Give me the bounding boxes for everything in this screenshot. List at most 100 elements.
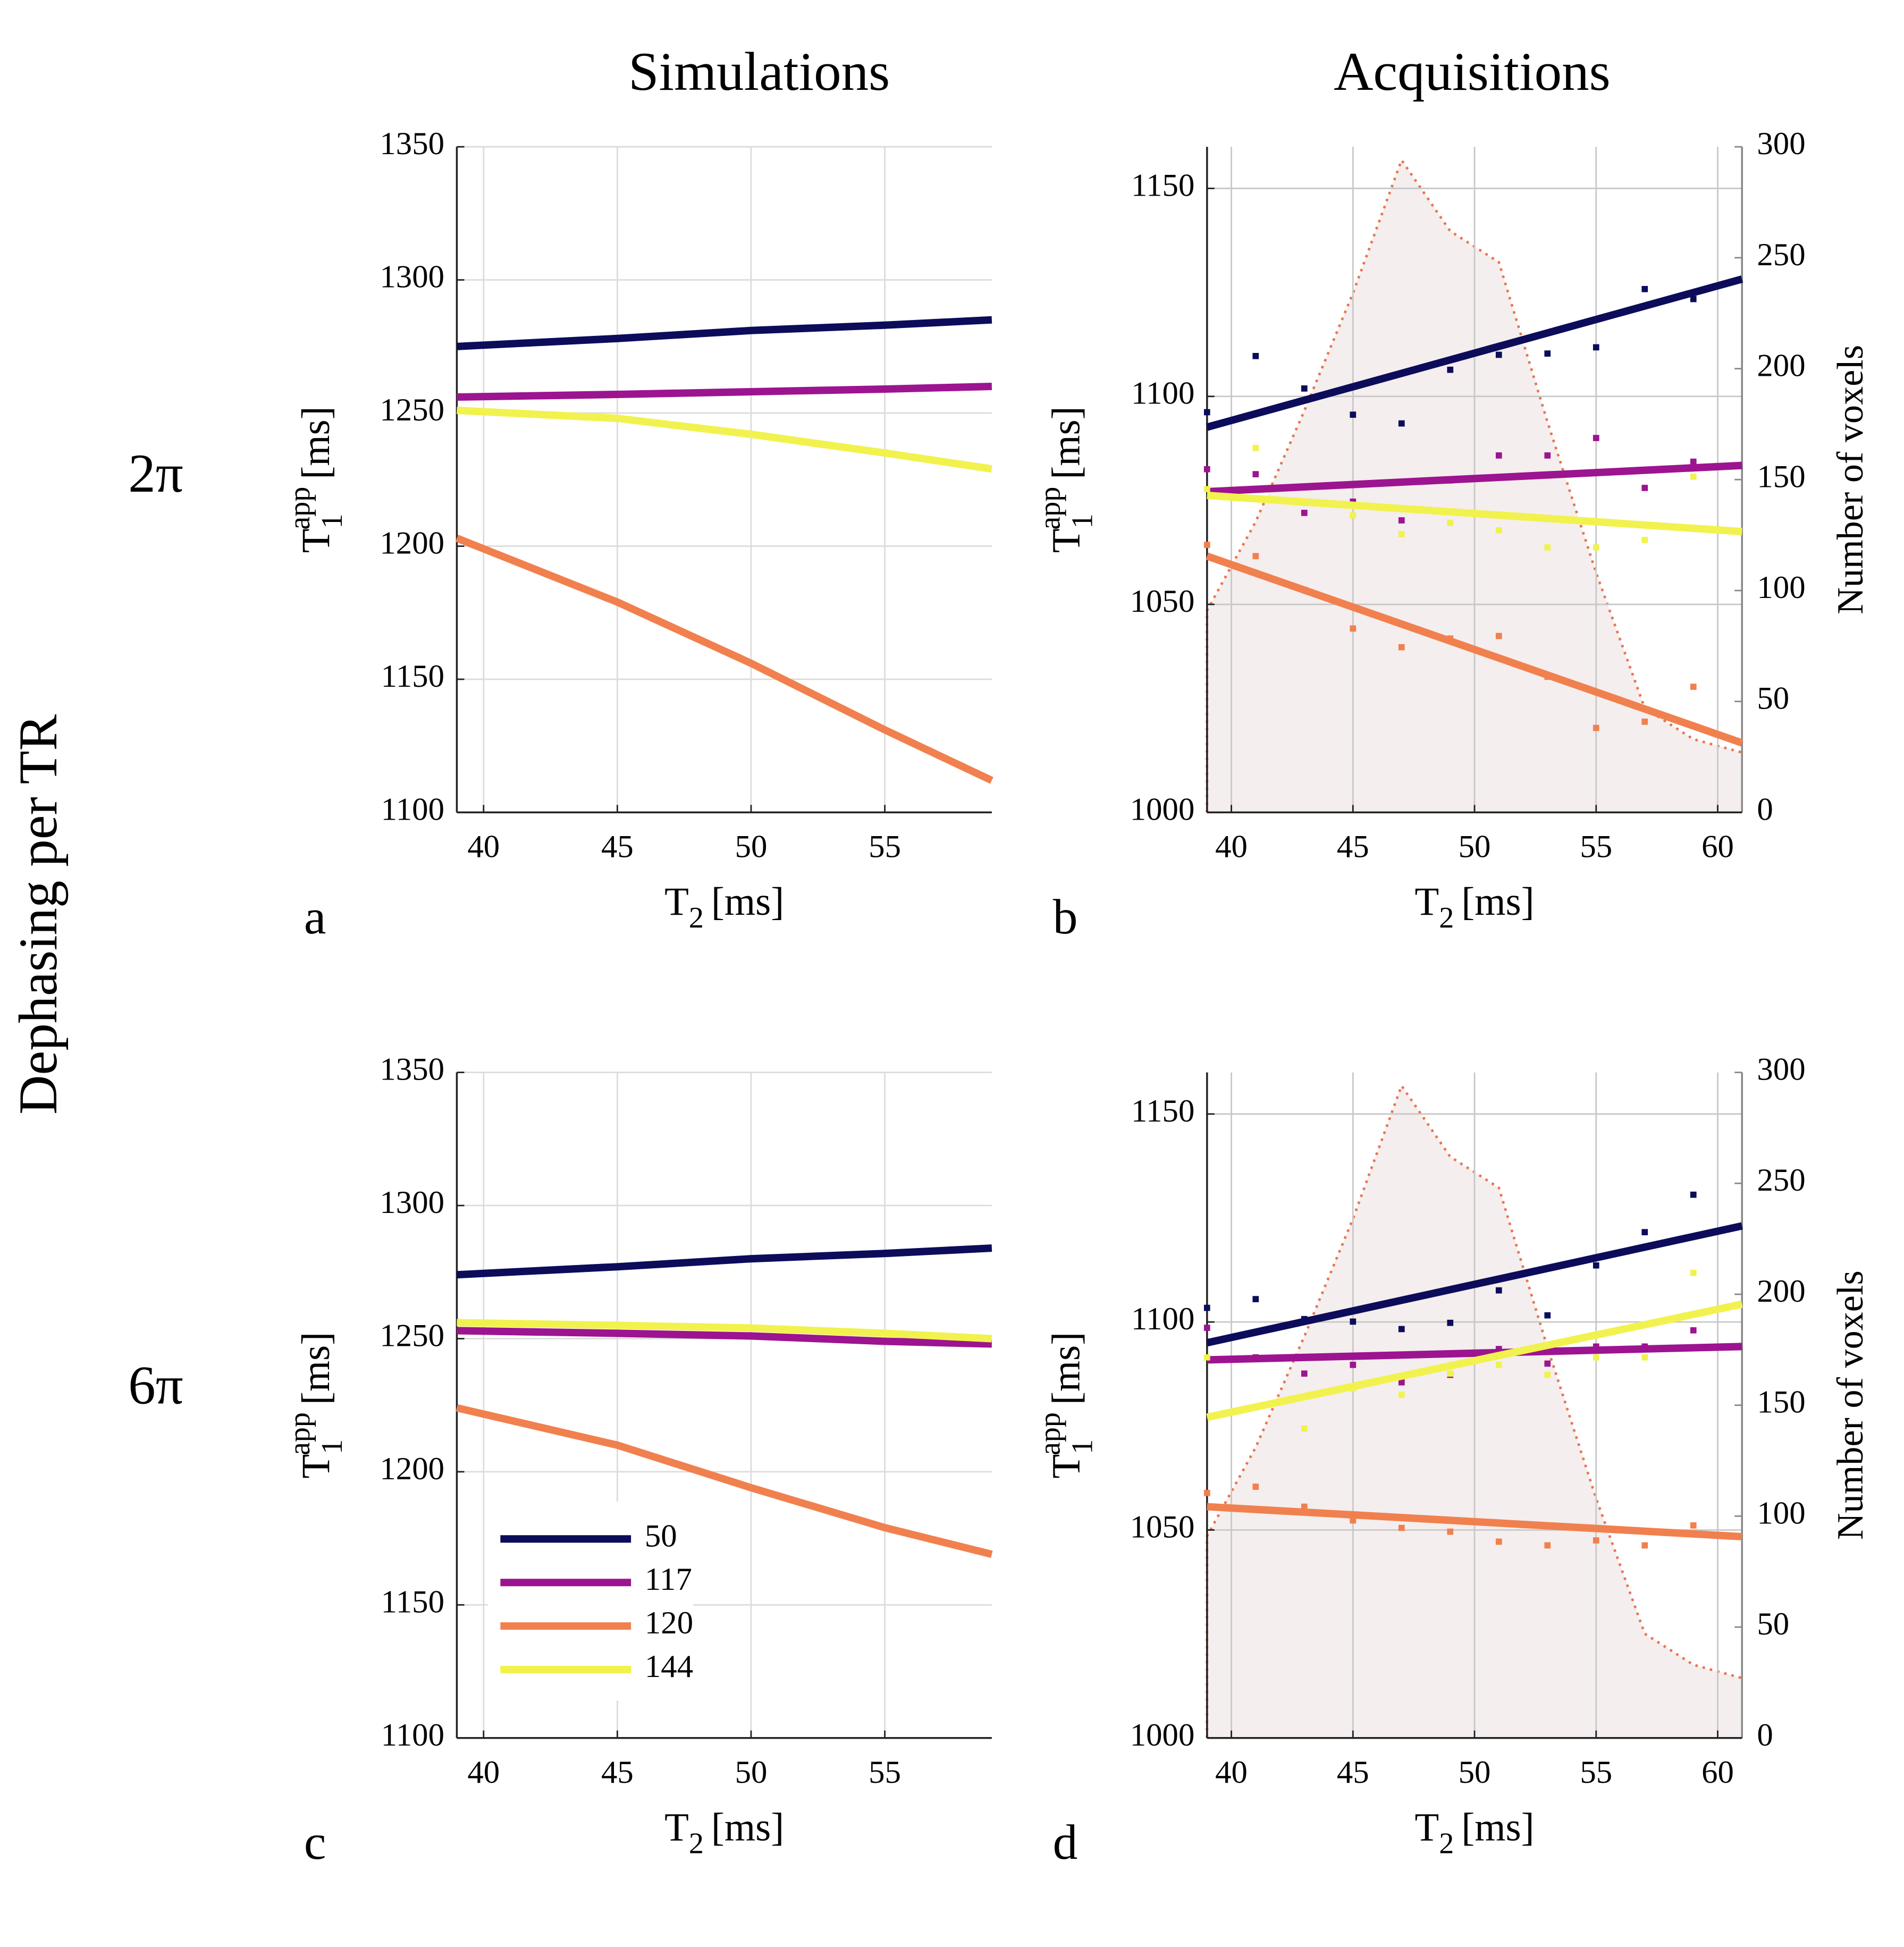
x-tick-label: 40 [1215, 1755, 1248, 1790]
data-point [1203, 466, 1210, 473]
y2-axis-label: Number of voxels [1830, 1270, 1871, 1540]
y-tick-label: 1250 [380, 392, 444, 428]
data-point [1398, 1326, 1405, 1333]
data-point [1398, 1392, 1405, 1398]
data-point [1203, 542, 1210, 549]
data-point [1641, 485, 1648, 491]
data-point [1690, 684, 1697, 690]
data-point [1398, 644, 1405, 651]
y2-tick-label: 150 [1757, 1385, 1805, 1420]
series-line [457, 407, 992, 473]
data-point [1301, 385, 1308, 392]
label-unit: [ms] [711, 1806, 784, 1850]
y2-tick-label: 250 [1757, 1162, 1805, 1198]
label-unit: [ms] [1461, 1806, 1534, 1850]
label-symbol: T [294, 528, 338, 553]
column-title: Acquisitions [1334, 41, 1611, 102]
x-tick-label: 55 [1580, 1755, 1612, 1790]
label-superscript: app [1033, 487, 1066, 530]
y-tick-label: 1100 [1131, 376, 1194, 411]
y-tick-label: 1350 [380, 126, 444, 162]
data-point [1641, 285, 1648, 292]
data-point [1690, 473, 1697, 480]
fit-line [1206, 1300, 1743, 1421]
data-point [1495, 633, 1502, 639]
data-point [1398, 1379, 1405, 1386]
x-tick-label: 55 [1580, 829, 1612, 865]
label-unit: [ms] [1461, 880, 1534, 924]
data-point [1593, 1537, 1599, 1544]
data-point [1544, 350, 1551, 357]
x-tick-label: 45 [1337, 1755, 1369, 1790]
data-point [1690, 296, 1697, 302]
label-symbol: T [294, 1454, 338, 1479]
y-tick-label: 1000 [1130, 791, 1195, 827]
data-point [1447, 1528, 1454, 1535]
fit-line [1206, 552, 1743, 747]
y-tick-label: 1100 [381, 1717, 444, 1753]
data-point [1301, 1503, 1308, 1510]
data-point [1350, 1517, 1357, 1524]
x-tick-label: 45 [601, 829, 634, 865]
data-point [1447, 366, 1454, 373]
label-unit: [ms] [1044, 406, 1089, 479]
data-point [1495, 351, 1502, 358]
series-line [457, 316, 992, 350]
fit-line [1206, 275, 1743, 431]
y-tick-label: 1150 [1131, 167, 1194, 203]
data-point [1593, 1354, 1599, 1361]
x-tick-label: 40 [467, 829, 500, 865]
row-axis-label: Dephasing per TR [8, 714, 69, 1114]
y2-tick-label: 150 [1757, 459, 1805, 494]
label-subscript: 1 [1066, 1439, 1099, 1454]
y-tick-label: 1200 [380, 1451, 444, 1487]
y-tick-label: 1050 [1130, 584, 1195, 619]
x-tick-label: 50 [1459, 1755, 1491, 1790]
data-point [1447, 519, 1454, 526]
series-line [457, 382, 992, 401]
data-point [1301, 510, 1308, 516]
data-point [1203, 409, 1210, 416]
y-tick-label: 1100 [381, 791, 444, 827]
y-tick-label: 1150 [381, 659, 444, 694]
data-point [1544, 1360, 1551, 1367]
data-point [1544, 1312, 1551, 1319]
data-point [1252, 352, 1259, 359]
y-tick-label: 1350 [380, 1052, 444, 1088]
series-line [457, 1244, 992, 1279]
data-point [1593, 344, 1599, 351]
data-point [1350, 625, 1357, 632]
data-point [1495, 452, 1502, 459]
panel-label: b [1053, 890, 1078, 945]
data-point [1252, 1484, 1259, 1490]
legend-label: 117 [645, 1562, 692, 1597]
data-point [1593, 544, 1599, 551]
y2-tick-label: 50 [1757, 681, 1789, 717]
legend-label: 144 [645, 1649, 693, 1684]
label-symbol: T [664, 1806, 689, 1850]
x-tick-label: 60 [1701, 829, 1734, 865]
axis-label: T2 [ms] [1414, 880, 1534, 934]
y-tick-label: 1250 [380, 1318, 444, 1353]
x-tick-label: 45 [601, 1755, 634, 1790]
series-line [457, 1319, 992, 1343]
data-point [1641, 1354, 1648, 1361]
data-point [1203, 1325, 1210, 1331]
series-line [456, 1404, 993, 1558]
data-point [1203, 1489, 1210, 1496]
label-symbol: T [1414, 1806, 1439, 1850]
fit-line [1207, 492, 1742, 536]
y2-tick-label: 300 [1757, 1052, 1805, 1088]
label-unit: [ms] [294, 406, 338, 479]
data-point [1593, 1262, 1599, 1269]
data-point [1641, 718, 1648, 725]
data-point [1398, 517, 1405, 524]
y2-tick-label: 100 [1757, 570, 1805, 605]
fit-line [1207, 1343, 1742, 1364]
fit-line [1207, 461, 1742, 496]
data-point [1203, 1304, 1210, 1311]
axis-label: T1app [ms] [1033, 406, 1099, 553]
x-tick-label: 45 [1337, 829, 1369, 865]
y-tick-label: 1050 [1130, 1509, 1195, 1545]
